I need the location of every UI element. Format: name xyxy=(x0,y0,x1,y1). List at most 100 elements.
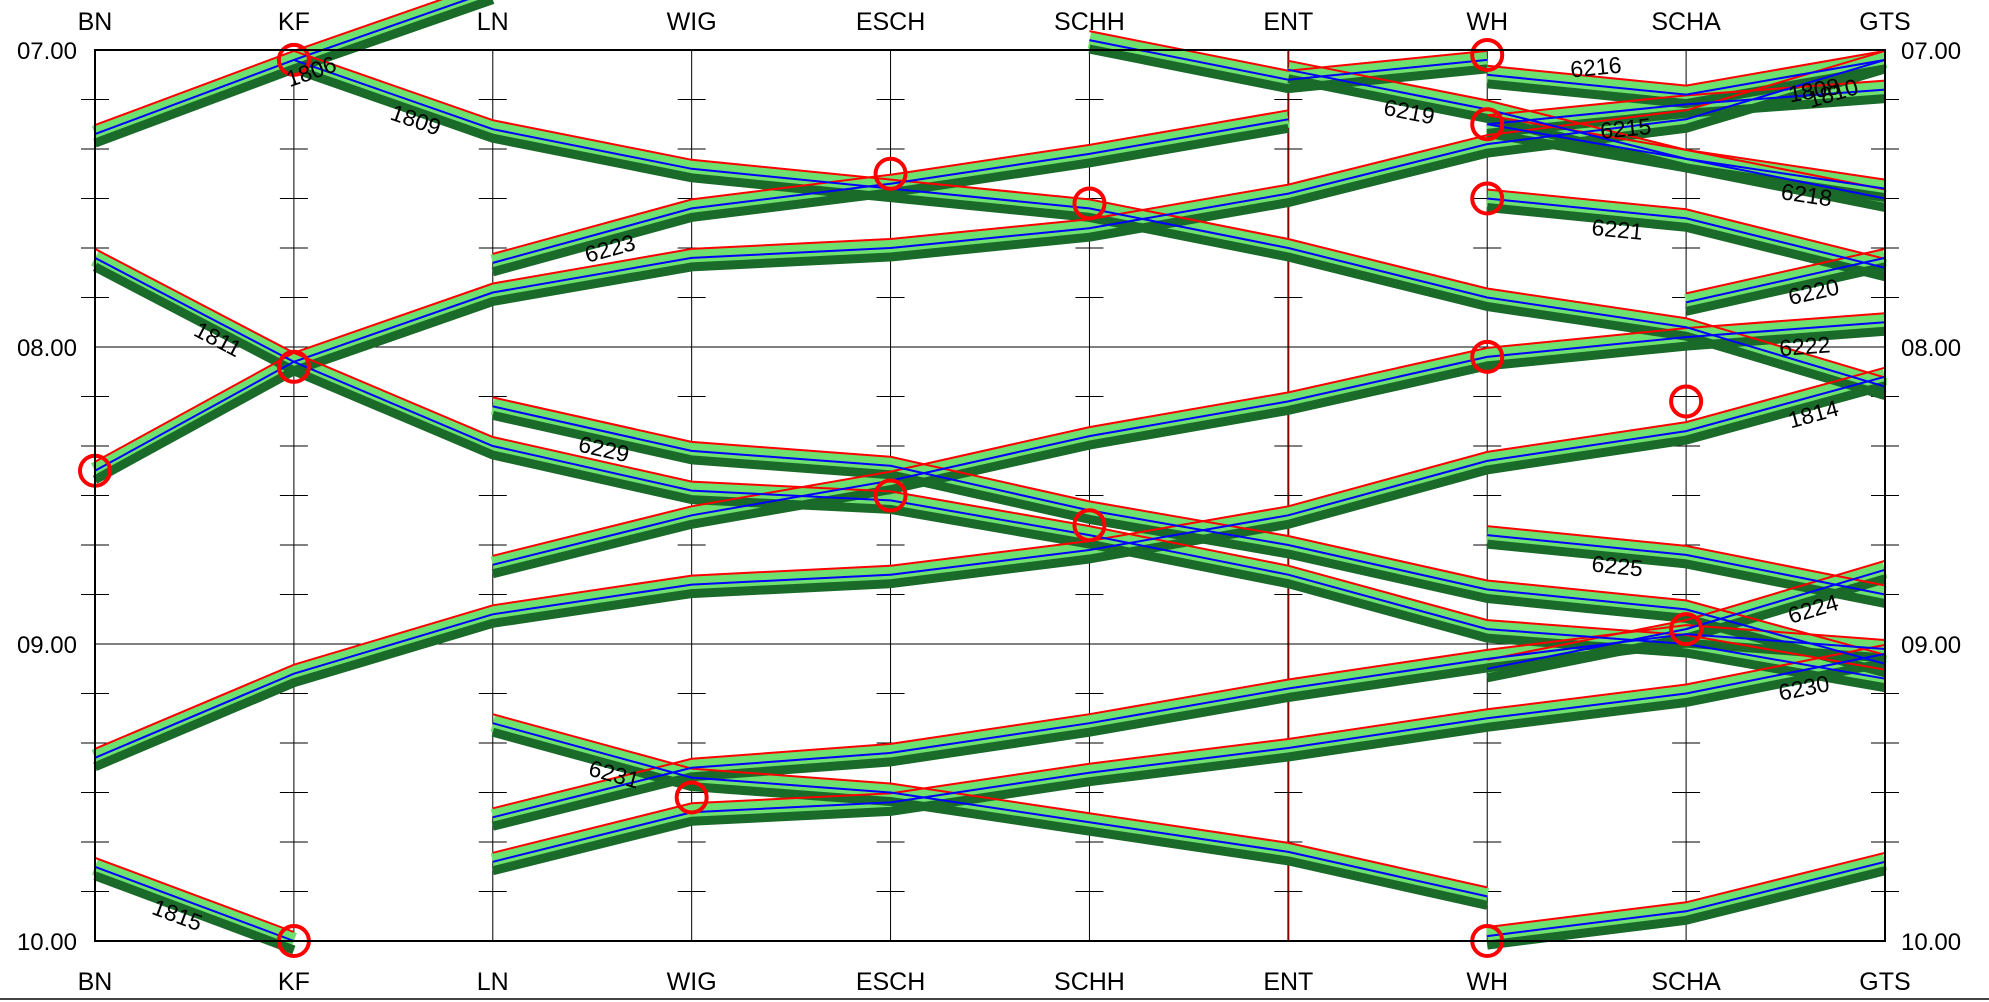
bottom-rule xyxy=(0,998,1989,1000)
train-path-6218 xyxy=(1487,123,1886,190)
conflict-marker xyxy=(1470,181,1505,216)
train-paths xyxy=(94,0,1886,942)
train-path-6223 xyxy=(492,118,1289,264)
train-path-6225 xyxy=(1487,534,1886,596)
station-label-top-kf: KF xyxy=(278,8,310,36)
conflict-marker xyxy=(873,478,908,513)
train-label-6215: 6215 xyxy=(1599,113,1653,144)
planned-path-1815 xyxy=(94,856,295,933)
time-label-right: 08.00 xyxy=(1901,335,1961,362)
buffer-dark-6219 xyxy=(1287,74,1886,212)
planned-path-6228 xyxy=(492,624,1886,810)
axes: BN BN KF KF LN LN WIG WIG ESCH ESCH SCHH SCHH ENT ENT… xyxy=(17,8,1961,996)
time-label-right: 10.00 xyxy=(1901,929,1961,956)
time-label-left: 08.00 xyxy=(17,335,77,362)
train-label-6216: 6216 xyxy=(1569,52,1623,83)
conflict-marker xyxy=(276,42,311,77)
buffer-dark-6221 xyxy=(1486,203,1887,282)
time-label-right: 09.00 xyxy=(1901,632,1961,659)
buffer-dark-6229 xyxy=(491,411,1887,678)
planned-path-6229 xyxy=(492,396,1886,656)
planned-path-6219 xyxy=(1288,59,1886,191)
planned-path-1809 xyxy=(293,49,1886,379)
train-label-6222: 6222 xyxy=(1778,331,1831,361)
train-path-6230 xyxy=(492,652,1886,863)
planned-path-6232 xyxy=(1487,851,1886,929)
buffer-dark-1814 xyxy=(93,381,1887,771)
train-path-6228 xyxy=(492,633,1886,819)
conflict-marker xyxy=(1669,612,1704,647)
planned-path-6222 xyxy=(492,312,1886,557)
station-label-top-ln: LN xyxy=(477,8,509,36)
conflict-markers xyxy=(78,37,1704,958)
train-path-6215 xyxy=(1487,88,1886,126)
station-label-bottom-gts: GTS xyxy=(1859,968,1910,996)
train-path-1808 xyxy=(1487,58,1886,96)
station-label-top-bn: BN xyxy=(78,8,113,36)
train-path-1809 xyxy=(293,58,1886,388)
planned-path-1808 xyxy=(1487,49,1886,87)
planned-path-6225 xyxy=(1487,525,1886,587)
train-path-6224 xyxy=(1487,568,1886,670)
conflict-marker xyxy=(1470,107,1505,142)
planned-path-1810 xyxy=(94,49,1886,463)
conflict-marker xyxy=(1669,384,1704,419)
train-path-6232 xyxy=(1487,860,1886,938)
buffer-dark-6216 xyxy=(1088,44,1488,94)
buffer-dark-6224 xyxy=(1486,574,1887,683)
time-label-left: 10.00 xyxy=(17,929,77,956)
planned-path-6231 xyxy=(492,713,1488,889)
station-label-top-esch: ESCH xyxy=(856,8,925,36)
station-label-bottom-ln: LN xyxy=(477,968,509,996)
conflict-marker xyxy=(674,780,709,815)
train-path-1810 xyxy=(94,58,1886,472)
train-path-6231 xyxy=(492,722,1488,898)
conflict-marker xyxy=(873,156,908,191)
station-label-bottom-ent: ENT xyxy=(1263,968,1313,996)
station-label-top-gts: GTS xyxy=(1859,8,1910,36)
planned-path-6220 xyxy=(1685,247,1886,295)
station-label-top-wig: WIG xyxy=(667,8,717,36)
station-label-bottom-scha: SCHA xyxy=(1651,968,1721,996)
conflict-marker xyxy=(1072,186,1107,221)
buffer-dark-6222 xyxy=(491,326,1886,579)
train-path-1811 xyxy=(94,257,1886,680)
train-path-6221 xyxy=(1487,197,1886,269)
planned-path-6221 xyxy=(1487,188,1886,260)
plot-frame xyxy=(94,49,1886,942)
station-label-bottom-wig: WIG xyxy=(667,968,717,996)
station-label-bottom-wh: WH xyxy=(1466,968,1508,996)
train-path-1814 xyxy=(94,375,1886,759)
train-label-6221: 6221 xyxy=(1591,214,1645,245)
buffer-dark-6220 xyxy=(1685,262,1886,316)
buffer-dark-6232 xyxy=(1486,866,1887,950)
train-path-6222 xyxy=(492,321,1886,566)
station-label-bottom-esch: ESCH xyxy=(856,968,925,996)
buffer-dark-1815 xyxy=(93,871,296,955)
station-label-top-schh: SCHH xyxy=(1054,8,1125,36)
time-label-left: 09.00 xyxy=(17,632,77,659)
buffer-dark-6228 xyxy=(491,638,1886,831)
station-label-top-ent: ENT xyxy=(1263,8,1313,36)
conflict-marker xyxy=(276,349,311,384)
station-label-top-wh: WH xyxy=(1466,8,1508,36)
buffer-dark-6231 xyxy=(491,727,1489,910)
train-label-6225: 6225 xyxy=(1591,551,1645,582)
planned-path-6230 xyxy=(492,643,1886,854)
train-path-6229 xyxy=(492,405,1886,665)
buffer-dark-6218 xyxy=(1486,128,1886,203)
train-path-1815 xyxy=(94,865,295,942)
station-label-bottom-schh: SCHH xyxy=(1054,968,1125,996)
conflict-marker xyxy=(1470,339,1505,374)
conflict-marker xyxy=(1470,37,1505,72)
station-label-bottom-bn: BN xyxy=(78,968,113,996)
train-path-6219 xyxy=(1288,68,1886,200)
train-path-6216 xyxy=(1089,39,1488,81)
planned-path-1811 xyxy=(94,248,1886,671)
conflict-marker xyxy=(1072,508,1107,543)
train-path-6220 xyxy=(1685,256,1886,304)
time-label-left: 07.00 xyxy=(17,38,77,65)
buffer-dark-6230 xyxy=(491,658,1886,876)
planned-path-1814 xyxy=(94,366,1886,750)
